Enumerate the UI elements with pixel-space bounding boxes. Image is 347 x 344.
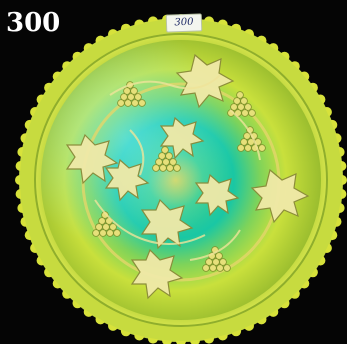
- price-sticker: 300: [165, 13, 203, 33]
- lot-number: 300: [6, 8, 61, 38]
